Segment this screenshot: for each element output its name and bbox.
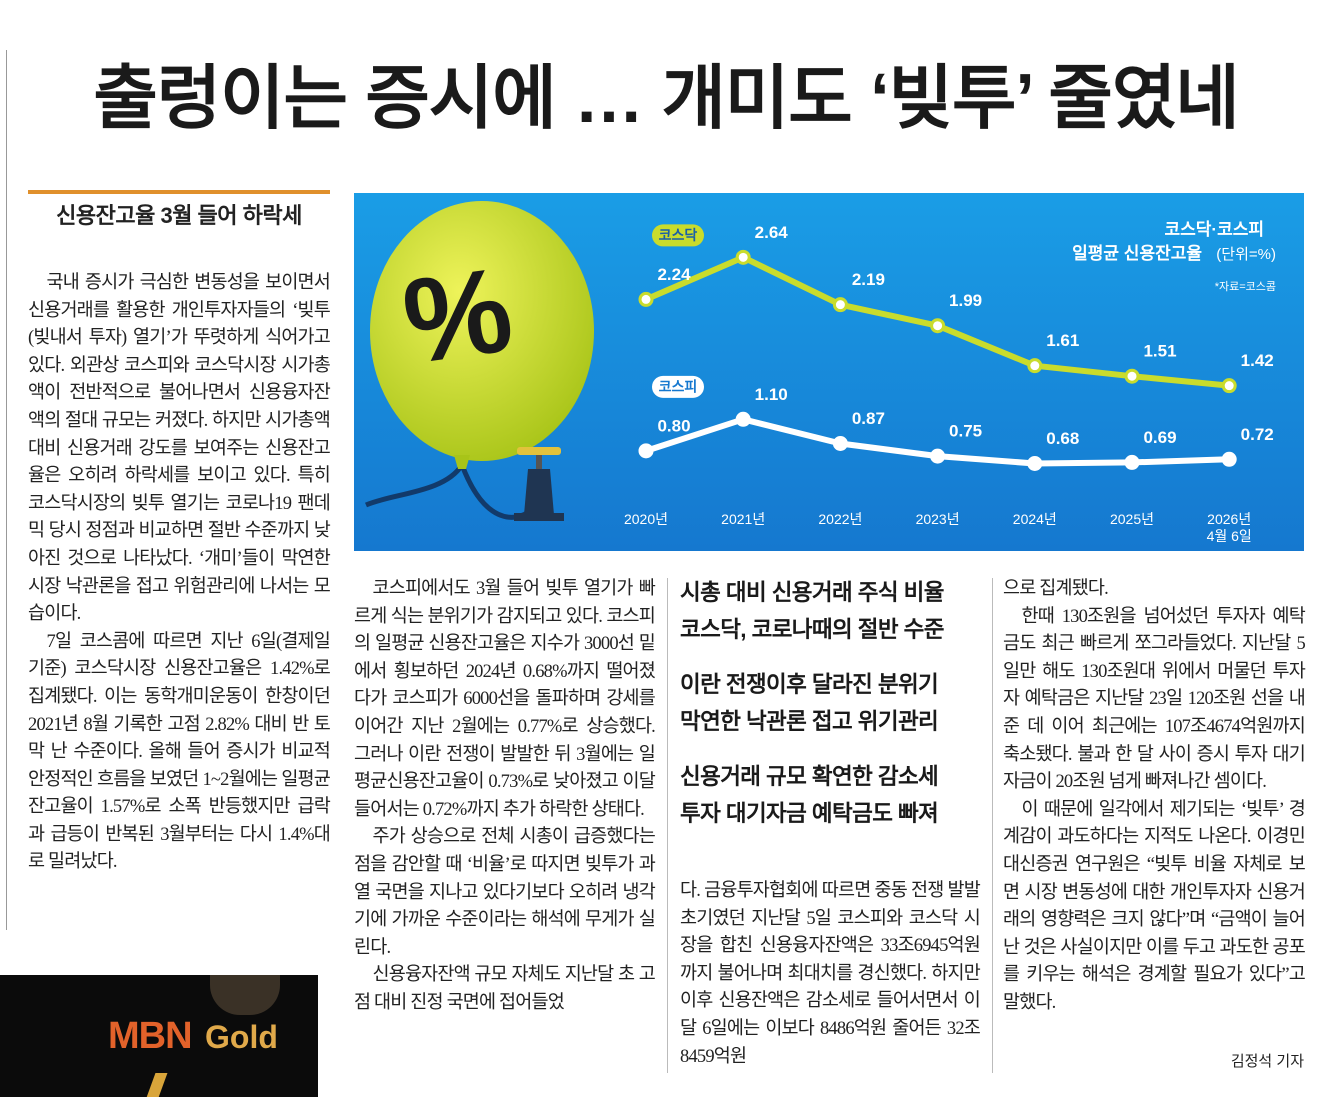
pump-body [524, 469, 554, 515]
data-label: 0.68 [1046, 429, 1079, 448]
data-point [1027, 455, 1043, 471]
pump-base [514, 513, 564, 521]
legend-label: 코스닥 [659, 227, 698, 243]
x-tick-label: 2024년 [1012, 511, 1057, 527]
sub-headline: 코스닥, 코로나때의 절반 수준 [680, 617, 944, 642]
pump-handle [517, 447, 561, 455]
ad-decoration [210, 975, 280, 1015]
data-point [735, 249, 751, 265]
data-label: 1.61 [1046, 331, 1079, 350]
sub-headline: 시총 대비 신용거래 주식 비율 [680, 580, 944, 605]
subhead: 신용잔고율 3월 들어 하락세 [28, 190, 330, 240]
sub-headline: 이란 전쟁이후 달라진 분위기 [680, 672, 939, 697]
data-label: 2.19 [852, 270, 885, 289]
balloon [370, 201, 594, 461]
legend-badge [652, 375, 704, 398]
data-label: 0.80 [657, 416, 690, 435]
balloon-knot [454, 455, 470, 469]
data-point [1221, 378, 1237, 394]
data-label: 1.99 [949, 291, 982, 310]
left-border [6, 50, 7, 930]
paragraph: 이 때문에 일각에서 제기되는 ‘빚투’ 경계감이 과도하다는 지적도 나온다.… [1003, 799, 1306, 1013]
legend-label: 코스피 [659, 379, 698, 395]
column-middle: 코스피에서도 3월 들어 빚투 열기가 빠르게 식는 분위기가 감지되고 있다.… [354, 576, 656, 1018]
sub-headline: 막연한 낙관론 접고 위기관리 [680, 709, 939, 734]
paragraph: 7일 코스콤에 따르면 지난 6일(결제일 기준) 코스닥시장 신용잔고율은 1… [28, 631, 331, 873]
ad-sub: Gold [205, 1019, 278, 1055]
data-label: 1.42 [1241, 351, 1274, 370]
data-point [832, 297, 848, 313]
data-point [638, 291, 654, 307]
data-point [930, 318, 946, 334]
chart-unit: (단위=%) [1216, 246, 1276, 263]
x-tick-label: 2022년 [818, 511, 863, 527]
chart-title: 일평균 신용잔고율 [1072, 244, 1202, 263]
x-tick-label: 2023년 [915, 511, 960, 527]
legend-badge [652, 224, 704, 247]
balloon-label: % [396, 242, 520, 390]
x-tick-label: 2025년 [1109, 511, 1155, 527]
data-point [638, 443, 654, 459]
paragraph: 으로 집계됐다. [1003, 579, 1109, 599]
sub-headline: 신용거래 규모 확연한 감소세 [680, 764, 939, 789]
x-tick-label: 2026년 4월 6일 [1206, 511, 1252, 544]
data-label: 2.24 [657, 265, 691, 284]
column-third: 다. 금융투자협회에 따르면 중동 전쟁 발발 초기였던 지난달 5일 코스피와… [680, 878, 981, 1071]
sub-headline: 투자 대기자금 예탁금도 빠져 [680, 801, 939, 826]
data-label: 0.72 [1241, 425, 1274, 444]
column-right: 으로 집계됐다. 한때 130조원을 넘어섰던 투자자 예탁금도 최근 빠르게 … [1003, 576, 1306, 1018]
data-point [1221, 451, 1237, 467]
chart-source: *자료=코스콤 [1215, 280, 1276, 293]
x-tick-label: 2020년 [623, 511, 669, 527]
data-point [1124, 368, 1140, 384]
paragraph: 코스피에서도 3월 들어 빚투 열기가 빠르게 식는 분위기가 감지되고 있다.… [354, 579, 656, 820]
paragraph: 신용융자잔액 규모 자체도 지난달 초 고점 대비 진정 국면에 접어들었 [354, 965, 656, 1013]
paragraph: 한때 130조원을 넘어섰던 투자자 예탁금도 최근 빠르게 쪼그라들었다. 지… [1003, 606, 1306, 793]
paragraph: 주가 상승으로 전체 시총이 급증했다는 점을 감안할 때 ‘비율’로 따지면 … [354, 827, 656, 958]
headline-group: 이란 전쟁이후 달라진 분위기 막연한 낙관론 접고 위기관리 [680, 666, 980, 740]
column-rule [992, 578, 993, 1073]
data-point [735, 411, 751, 427]
data-point [832, 436, 848, 451]
pump-rod [536, 455, 542, 469]
data-point [930, 448, 946, 464]
x-tick-label: 2021년 [721, 511, 766, 527]
chart-title: 코스닥·코스피 [1164, 220, 1264, 239]
balloon-string [365, 463, 465, 508]
ad-decoration [144, 1073, 168, 1097]
headline-group: 시총 대비 신용거래 주식 비율 코스닥, 코로나때의 절반 수준 [680, 574, 980, 648]
data-label: 0.87 [852, 409, 885, 428]
data-label: 1.51 [1143, 342, 1176, 361]
data-point [1027, 358, 1043, 374]
data-label: 0.75 [949, 422, 982, 441]
headline: 출렁이는 증시에 … 개미도 ‘빚투’ 줄였네 [93, 59, 1239, 137]
advertisement: MBN Gold [0, 975, 318, 1097]
data-label: 2.64 [755, 223, 789, 242]
paragraph: 국내 증시가 극심한 변동성을 보이면서 신용거래를 활용한 개인투자자들의 ‘… [28, 273, 331, 625]
ad-brand: MBN [108, 1015, 193, 1057]
headline-group: 신용거래 규모 확연한 감소세 투자 대기자금 예탁금도 빠져 [680, 758, 980, 832]
sub-headlines: 시총 대비 신용거래 주식 비율 코스닥, 코로나때의 절반 수준 이란 전쟁이… [680, 574, 980, 850]
data-label: 1.10 [755, 385, 788, 404]
data-label: 0.69 [1143, 428, 1176, 447]
column-left: 국내 증시가 극심한 변동성을 보이면서 신용거래를 활용한 개인투자자들의 ‘… [28, 270, 331, 877]
data-point [1124, 454, 1140, 470]
paragraph: 다. 금융투자협회에 따르면 중동 전쟁 발발 초기였던 지난달 5일 코스피와… [680, 881, 981, 1067]
column-rule [667, 578, 668, 1073]
byline: 김정석 기자 [1222, 1050, 1304, 1071]
